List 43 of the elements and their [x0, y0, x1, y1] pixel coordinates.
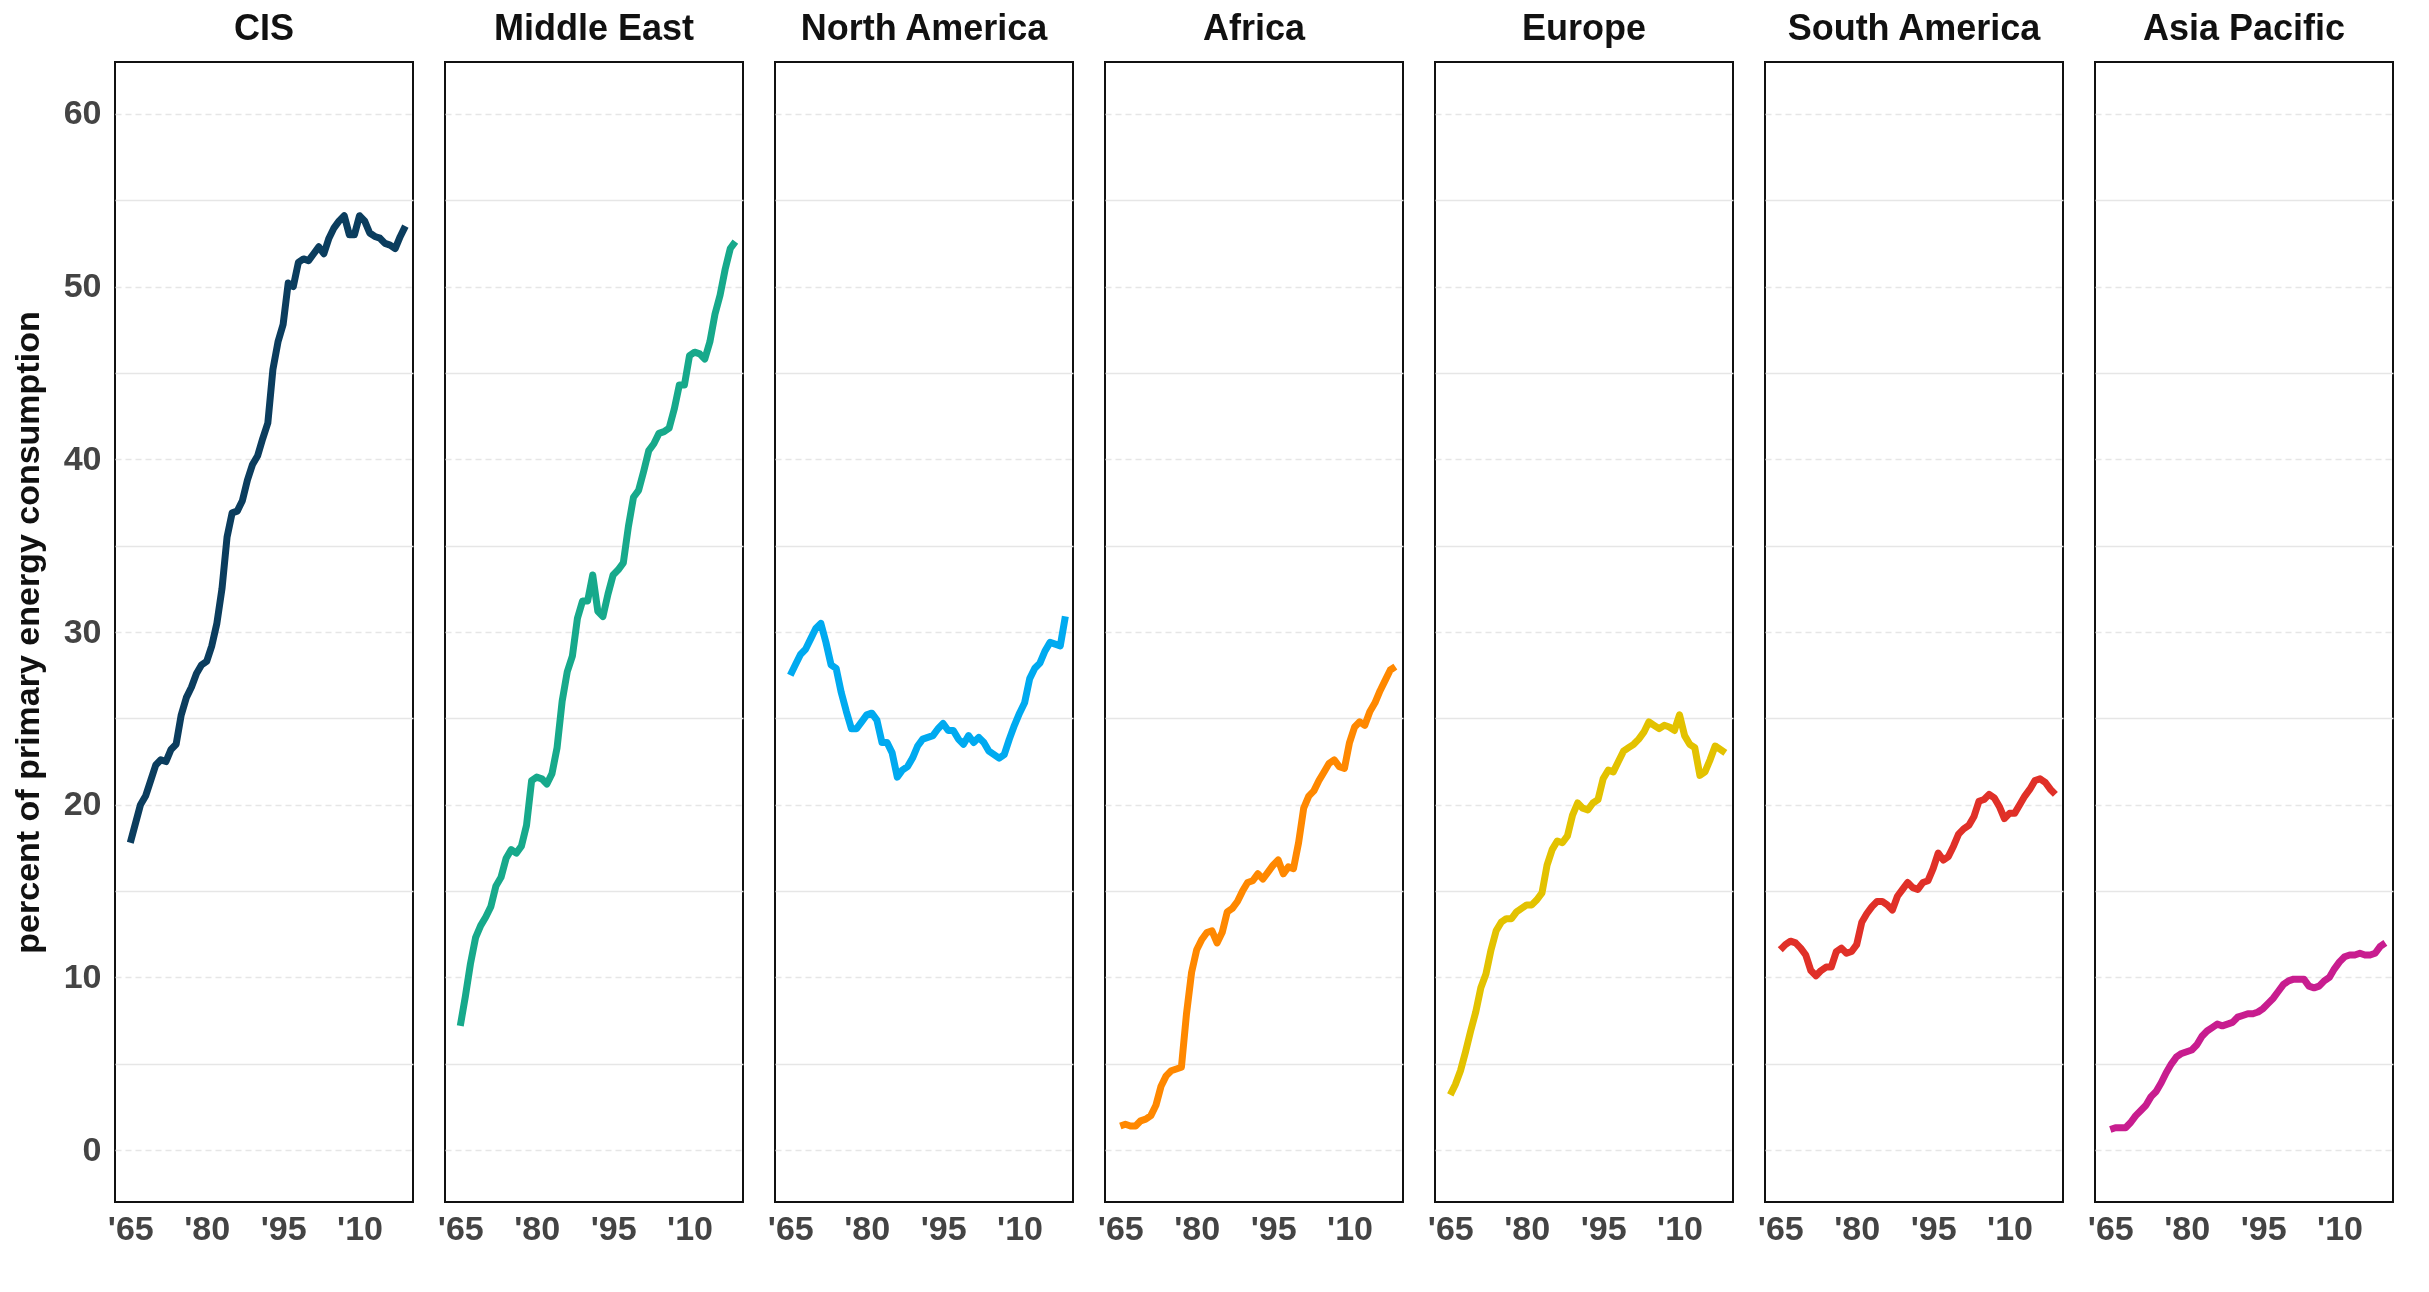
- x-tick-label: '95: [920, 1208, 967, 1247]
- x-tick-label: '10: [1657, 1208, 1703, 1247]
- x-tick-label: '95: [590, 1208, 637, 1247]
- x-tick-label: '10: [667, 1208, 713, 1247]
- x-tick-label: '95: [1250, 1208, 1297, 1247]
- x-tick-label: '10: [1987, 1208, 2033, 1247]
- x-tick-label: '10: [337, 1208, 383, 1247]
- x-tick-label: '10: [2317, 1208, 2363, 1247]
- chart-title: CIS: [233, 7, 295, 48]
- x-tick-label: '95: [2240, 1208, 2287, 1247]
- y-tick-label: 10: [63, 956, 102, 995]
- x-tick-label: '80: [184, 1208, 231, 1247]
- x-tick-label: '65: [107, 1208, 154, 1247]
- x-tick-label: '65: [1097, 1208, 1144, 1247]
- x-tick-label: '80: [514, 1208, 561, 1247]
- x-tick-label: '95: [1580, 1208, 1627, 1247]
- y-tick-label: 50: [63, 266, 102, 305]
- chart-title: Asia Pacific: [2142, 7, 2346, 48]
- y-tick-label: 20: [63, 784, 102, 823]
- x-tick-label: '65: [1427, 1208, 1474, 1247]
- chart-title: Europe: [1521, 7, 1647, 48]
- x-tick-label: '80: [1504, 1208, 1551, 1247]
- x-tick-label: '65: [767, 1208, 814, 1247]
- y-axis-title: percent of primary energy consumption: [7, 311, 46, 954]
- x-tick-label: '80: [844, 1208, 891, 1247]
- y-tick-label: 0: [82, 1129, 102, 1168]
- x-tick-label: '80: [1174, 1208, 1221, 1247]
- chart-title: North America: [800, 7, 1049, 48]
- x-tick-label: '80: [2164, 1208, 2211, 1247]
- y-tick-label: 30: [63, 611, 102, 650]
- x-tick-label: '65: [2087, 1208, 2134, 1247]
- y-tick-label: 60: [63, 93, 102, 132]
- y-tick-label: 40: [63, 438, 102, 477]
- x-tick-label: '95: [260, 1208, 307, 1247]
- chart-title: South America: [1787, 7, 2042, 48]
- x-tick-label: '65: [437, 1208, 484, 1247]
- chart-title: Africa: [1202, 7, 1306, 48]
- x-tick-label: '80: [1834, 1208, 1881, 1247]
- x-tick-label: '10: [1327, 1208, 1373, 1247]
- x-tick-label: '65: [1757, 1208, 1804, 1247]
- chart-title: Middle East: [493, 7, 695, 48]
- x-tick-label: '10: [997, 1208, 1043, 1247]
- x-tick-label: '95: [1910, 1208, 1957, 1247]
